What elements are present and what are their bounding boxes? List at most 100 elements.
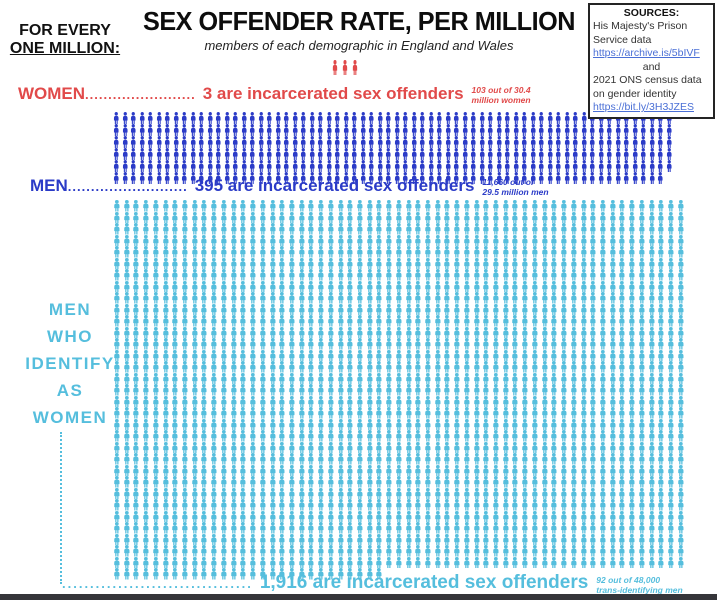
person-icon xyxy=(180,315,190,327)
person-icon xyxy=(190,373,200,385)
person-icon xyxy=(131,315,141,327)
person-icon xyxy=(257,124,266,136)
person-icon xyxy=(336,200,346,212)
sources-link-archive[interactable]: https://archive.is/5bIVF xyxy=(593,47,700,60)
person-icon xyxy=(435,160,444,172)
person-icon xyxy=(462,246,472,258)
person-icon xyxy=(546,112,555,124)
person-icon xyxy=(374,534,384,546)
person-icon xyxy=(326,534,336,546)
person-icon xyxy=(277,511,287,523)
person-icon xyxy=(622,136,631,148)
person-icon xyxy=(491,212,501,224)
person-icon xyxy=(180,430,190,442)
person-icon xyxy=(268,476,278,488)
person-icon xyxy=(617,235,627,247)
person-icon xyxy=(308,160,317,172)
person-icon xyxy=(326,488,336,500)
person-icon xyxy=(229,511,239,523)
person-icon xyxy=(141,545,151,557)
person-icon xyxy=(274,136,283,148)
person-icon xyxy=(495,136,504,148)
person-icon xyxy=(452,396,462,408)
person-icon xyxy=(413,430,423,442)
women-icon-row xyxy=(331,60,359,75)
person-icon xyxy=(326,338,336,350)
person-icon xyxy=(423,235,433,247)
person-icon xyxy=(231,148,240,160)
person-icon xyxy=(617,373,627,385)
person-icon xyxy=(394,327,404,339)
person-icon xyxy=(472,396,482,408)
person-icon xyxy=(433,488,443,500)
person-icon xyxy=(549,442,559,454)
person-icon xyxy=(190,442,200,454)
person-icon xyxy=(374,212,384,224)
person-icon xyxy=(190,338,200,350)
person-icon xyxy=(627,200,637,212)
person-icon xyxy=(112,246,122,258)
person-icon xyxy=(442,499,452,511)
person-icon xyxy=(413,200,423,212)
person-icon xyxy=(665,124,674,136)
person-icon xyxy=(297,338,307,350)
person-icon xyxy=(404,453,414,465)
person-icon xyxy=(598,453,608,465)
person-icon xyxy=(180,453,190,465)
person-icon xyxy=(333,136,342,148)
person-icon xyxy=(277,315,287,327)
person-icon xyxy=(219,246,229,258)
person-icon xyxy=(588,281,598,293)
person-icon xyxy=(287,534,297,546)
person-icon xyxy=(374,223,384,235)
person-icon xyxy=(647,338,657,350)
person-icon xyxy=(268,534,278,546)
person-icon xyxy=(617,545,627,557)
person-icon xyxy=(510,315,520,327)
person-icon xyxy=(180,419,190,431)
person-icon xyxy=(277,476,287,488)
person-icon xyxy=(579,269,589,281)
person-icon xyxy=(199,373,209,385)
person-icon xyxy=(676,212,686,224)
person-icon xyxy=(151,419,161,431)
person-icon xyxy=(229,235,239,247)
person-icon xyxy=(608,545,618,557)
person-icon xyxy=(588,419,598,431)
person-icon xyxy=(549,292,559,304)
person-icon xyxy=(563,172,572,184)
person-icon xyxy=(265,136,274,148)
person-icon xyxy=(666,384,676,396)
person-icon xyxy=(569,396,579,408)
person-icon xyxy=(588,384,598,396)
person-icon xyxy=(229,534,239,546)
person-icon xyxy=(199,545,209,557)
person-icon xyxy=(614,172,623,184)
person-icon xyxy=(170,235,180,247)
person-icon xyxy=(656,160,665,172)
person-icon xyxy=(151,338,161,350)
person-icon xyxy=(229,465,239,477)
person-icon xyxy=(316,534,326,546)
person-icon xyxy=(238,350,248,362)
person-icon xyxy=(442,476,452,488)
person-icon xyxy=(540,212,550,224)
person-icon xyxy=(326,304,336,316)
person-icon xyxy=(131,223,141,235)
sources-link-census[interactable]: https://bit.ly/3H3JZES xyxy=(593,101,694,114)
person-icon xyxy=(469,148,478,160)
person-icon xyxy=(306,430,316,442)
person-icon xyxy=(404,281,414,293)
person-icon xyxy=(452,453,462,465)
person-icon xyxy=(520,465,530,477)
person-icon xyxy=(291,148,300,160)
person-icon xyxy=(122,304,132,316)
person-icon xyxy=(549,499,559,511)
person-icon xyxy=(374,200,384,212)
person-icon xyxy=(151,292,161,304)
person-icon xyxy=(423,258,433,270)
person-icon xyxy=(282,112,291,124)
person-icon xyxy=(190,396,200,408)
person-icon xyxy=(277,499,287,511)
person-icon xyxy=(579,453,589,465)
